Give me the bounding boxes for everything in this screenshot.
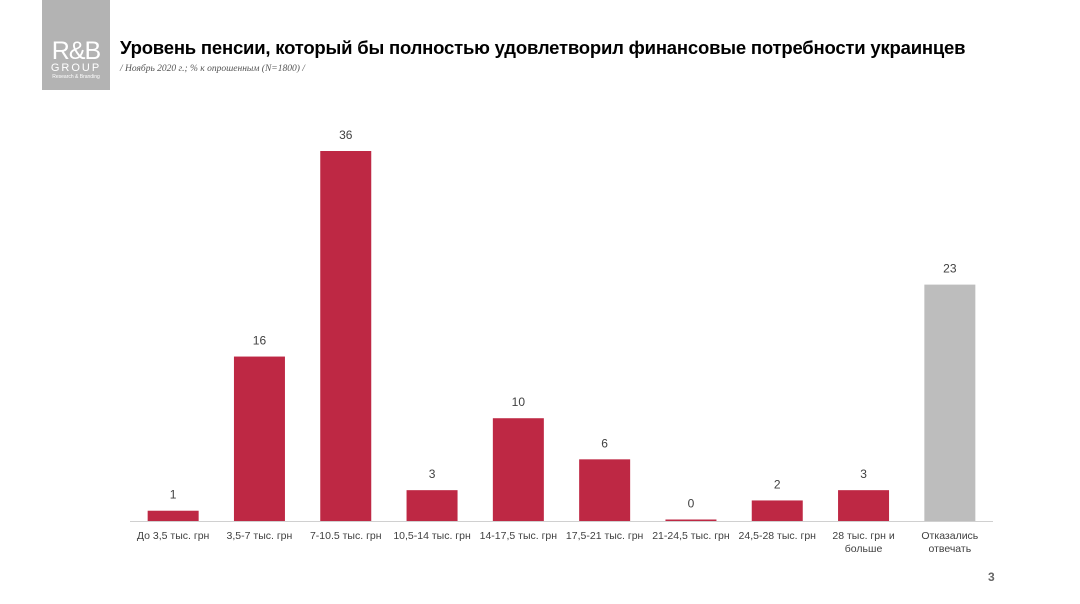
- x-tick-label: 3,5-7 тыс. грн: [226, 530, 293, 542]
- bar: [233, 356, 285, 521]
- value-label: 0: [688, 497, 695, 511]
- logo-group: GROUP: [50, 62, 102, 74]
- logo-tagline: Research & Branding: [52, 74, 100, 80]
- value-label: 36: [339, 128, 353, 142]
- x-tick-label: 10,5-14 тыс. грн: [393, 530, 471, 542]
- value-label: 1: [170, 488, 177, 502]
- x-tick-label: 21-24,5 тыс. грн: [652, 530, 730, 542]
- value-label: 10: [512, 395, 526, 409]
- x-tick-label: 17,5-21 тыс. грн: [565, 530, 644, 542]
- page-number: 3: [988, 570, 995, 584]
- value-label: 23: [943, 262, 957, 276]
- bar: [492, 418, 544, 521]
- bar: [838, 490, 890, 521]
- logo-name: R&B: [51, 37, 101, 65]
- logo: R&B GROUP Research & Branding: [42, 0, 110, 90]
- x-tick-label: 24,5-28 тыс. грн: [738, 530, 816, 542]
- value-label: 2: [774, 477, 781, 491]
- x-tick-label: 28 тыс. грн и больше: [832, 530, 895, 555]
- chart-subtitle: / Ноябрь 2020 г.; % к опрошенным (N=1800…: [120, 64, 305, 74]
- x-tick-label: 7-10.5 тыс. грн: [309, 530, 382, 542]
- bar: [147, 510, 199, 521]
- bar: [751, 500, 803, 521]
- value-label: 3: [429, 467, 436, 481]
- value-label: 16: [253, 334, 267, 348]
- value-label: 6: [601, 436, 608, 450]
- value-label: 3: [860, 467, 867, 481]
- bar: [320, 151, 372, 521]
- bar: [406, 490, 458, 521]
- chart-title: Уровень пенсии, который бы полностью удо…: [120, 37, 966, 58]
- x-tick-label: 14-17,5 тыс. грн: [479, 530, 558, 542]
- x-tick-label: Отказались отвечать: [921, 530, 979, 555]
- x-tick-label: До 3,5 тыс. грн: [136, 530, 210, 542]
- bar: [665, 519, 717, 521]
- bar: [924, 284, 976, 521]
- bar: [579, 459, 631, 521]
